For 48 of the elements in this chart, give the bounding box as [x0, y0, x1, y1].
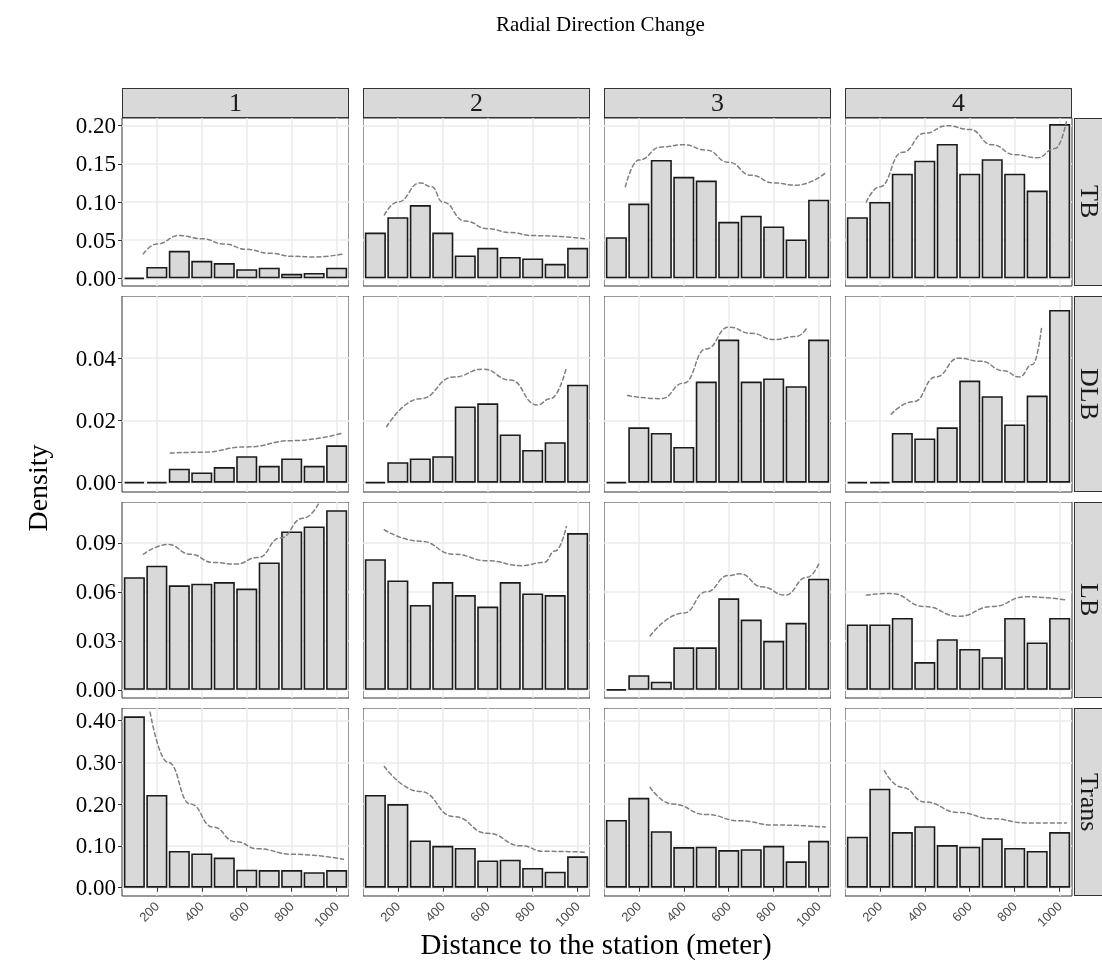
y2-axis-title: TB [1074, 118, 1102, 286]
y-tick-label: 0.20 [75, 113, 116, 139]
y-tick-label: 0.20 [75, 791, 116, 817]
x-tick-label: 600 [708, 898, 735, 925]
x-tick-label: 200 [859, 898, 886, 925]
x-tick-label: 600 [467, 898, 494, 925]
y-tick-label: 0.10 [75, 189, 116, 215]
x-tick-label: 200 [377, 898, 404, 925]
y-tick-label: 0.00 [75, 470, 116, 496]
line-series [142, 502, 320, 565]
x-tick-label: 200 [618, 898, 645, 925]
y-tick-label: 0.00 [75, 677, 116, 703]
y2-axis-title: LB [1074, 502, 1102, 698]
chart-title: 4 [845, 88, 1072, 118]
y-tick-label: 0.00 [75, 265, 116, 291]
x-tick-label: 400 [422, 898, 449, 925]
x-tick-label: 600 [949, 898, 976, 925]
x-tick-label: 400 [181, 898, 208, 925]
y-tick-label: 0.40 [75, 708, 116, 734]
x-tick-label: 200 [136, 898, 163, 925]
x-tick-label: 400 [904, 898, 931, 925]
x-tick-label: 400 [663, 898, 690, 925]
y-axis-title: Density [21, 444, 54, 532]
line-series [149, 711, 345, 860]
chart-title: 3 [604, 88, 831, 118]
y-tick-label: 0.05 [75, 227, 116, 253]
chart-title: 2 [363, 88, 590, 118]
x-tick-label: 800 [512, 898, 538, 925]
chart-title: 1 [122, 88, 349, 118]
line-series [142, 234, 345, 258]
line-series [169, 432, 345, 454]
x-tick-label: 600 [226, 898, 253, 925]
y-tick-label: 0.03 [75, 628, 116, 654]
y-tick-label: 0.09 [75, 530, 116, 556]
y2-axis-title: DLB [1074, 296, 1102, 492]
y-tick-label: 0.06 [75, 579, 116, 605]
x-tick-label: 800 [994, 898, 1020, 925]
text: Radial Direction Change [496, 12, 705, 37]
x-tick-label: 800 [753, 898, 779, 925]
y-tick-label: 0.02 [75, 407, 116, 433]
y-tick-label: 0.04 [75, 345, 117, 371]
y-tick-label: 0.15 [75, 151, 116, 177]
y2-axis-title: Trans [1074, 708, 1102, 896]
y-tick-label: 0.30 [75, 749, 116, 775]
y-tick-label: 0.00 [75, 875, 116, 901]
x-axis-title: Distance to the station (meter) [419, 928, 773, 961]
x-tick-label: 800 [271, 898, 297, 925]
y-tick-label: 0.10 [75, 833, 116, 859]
